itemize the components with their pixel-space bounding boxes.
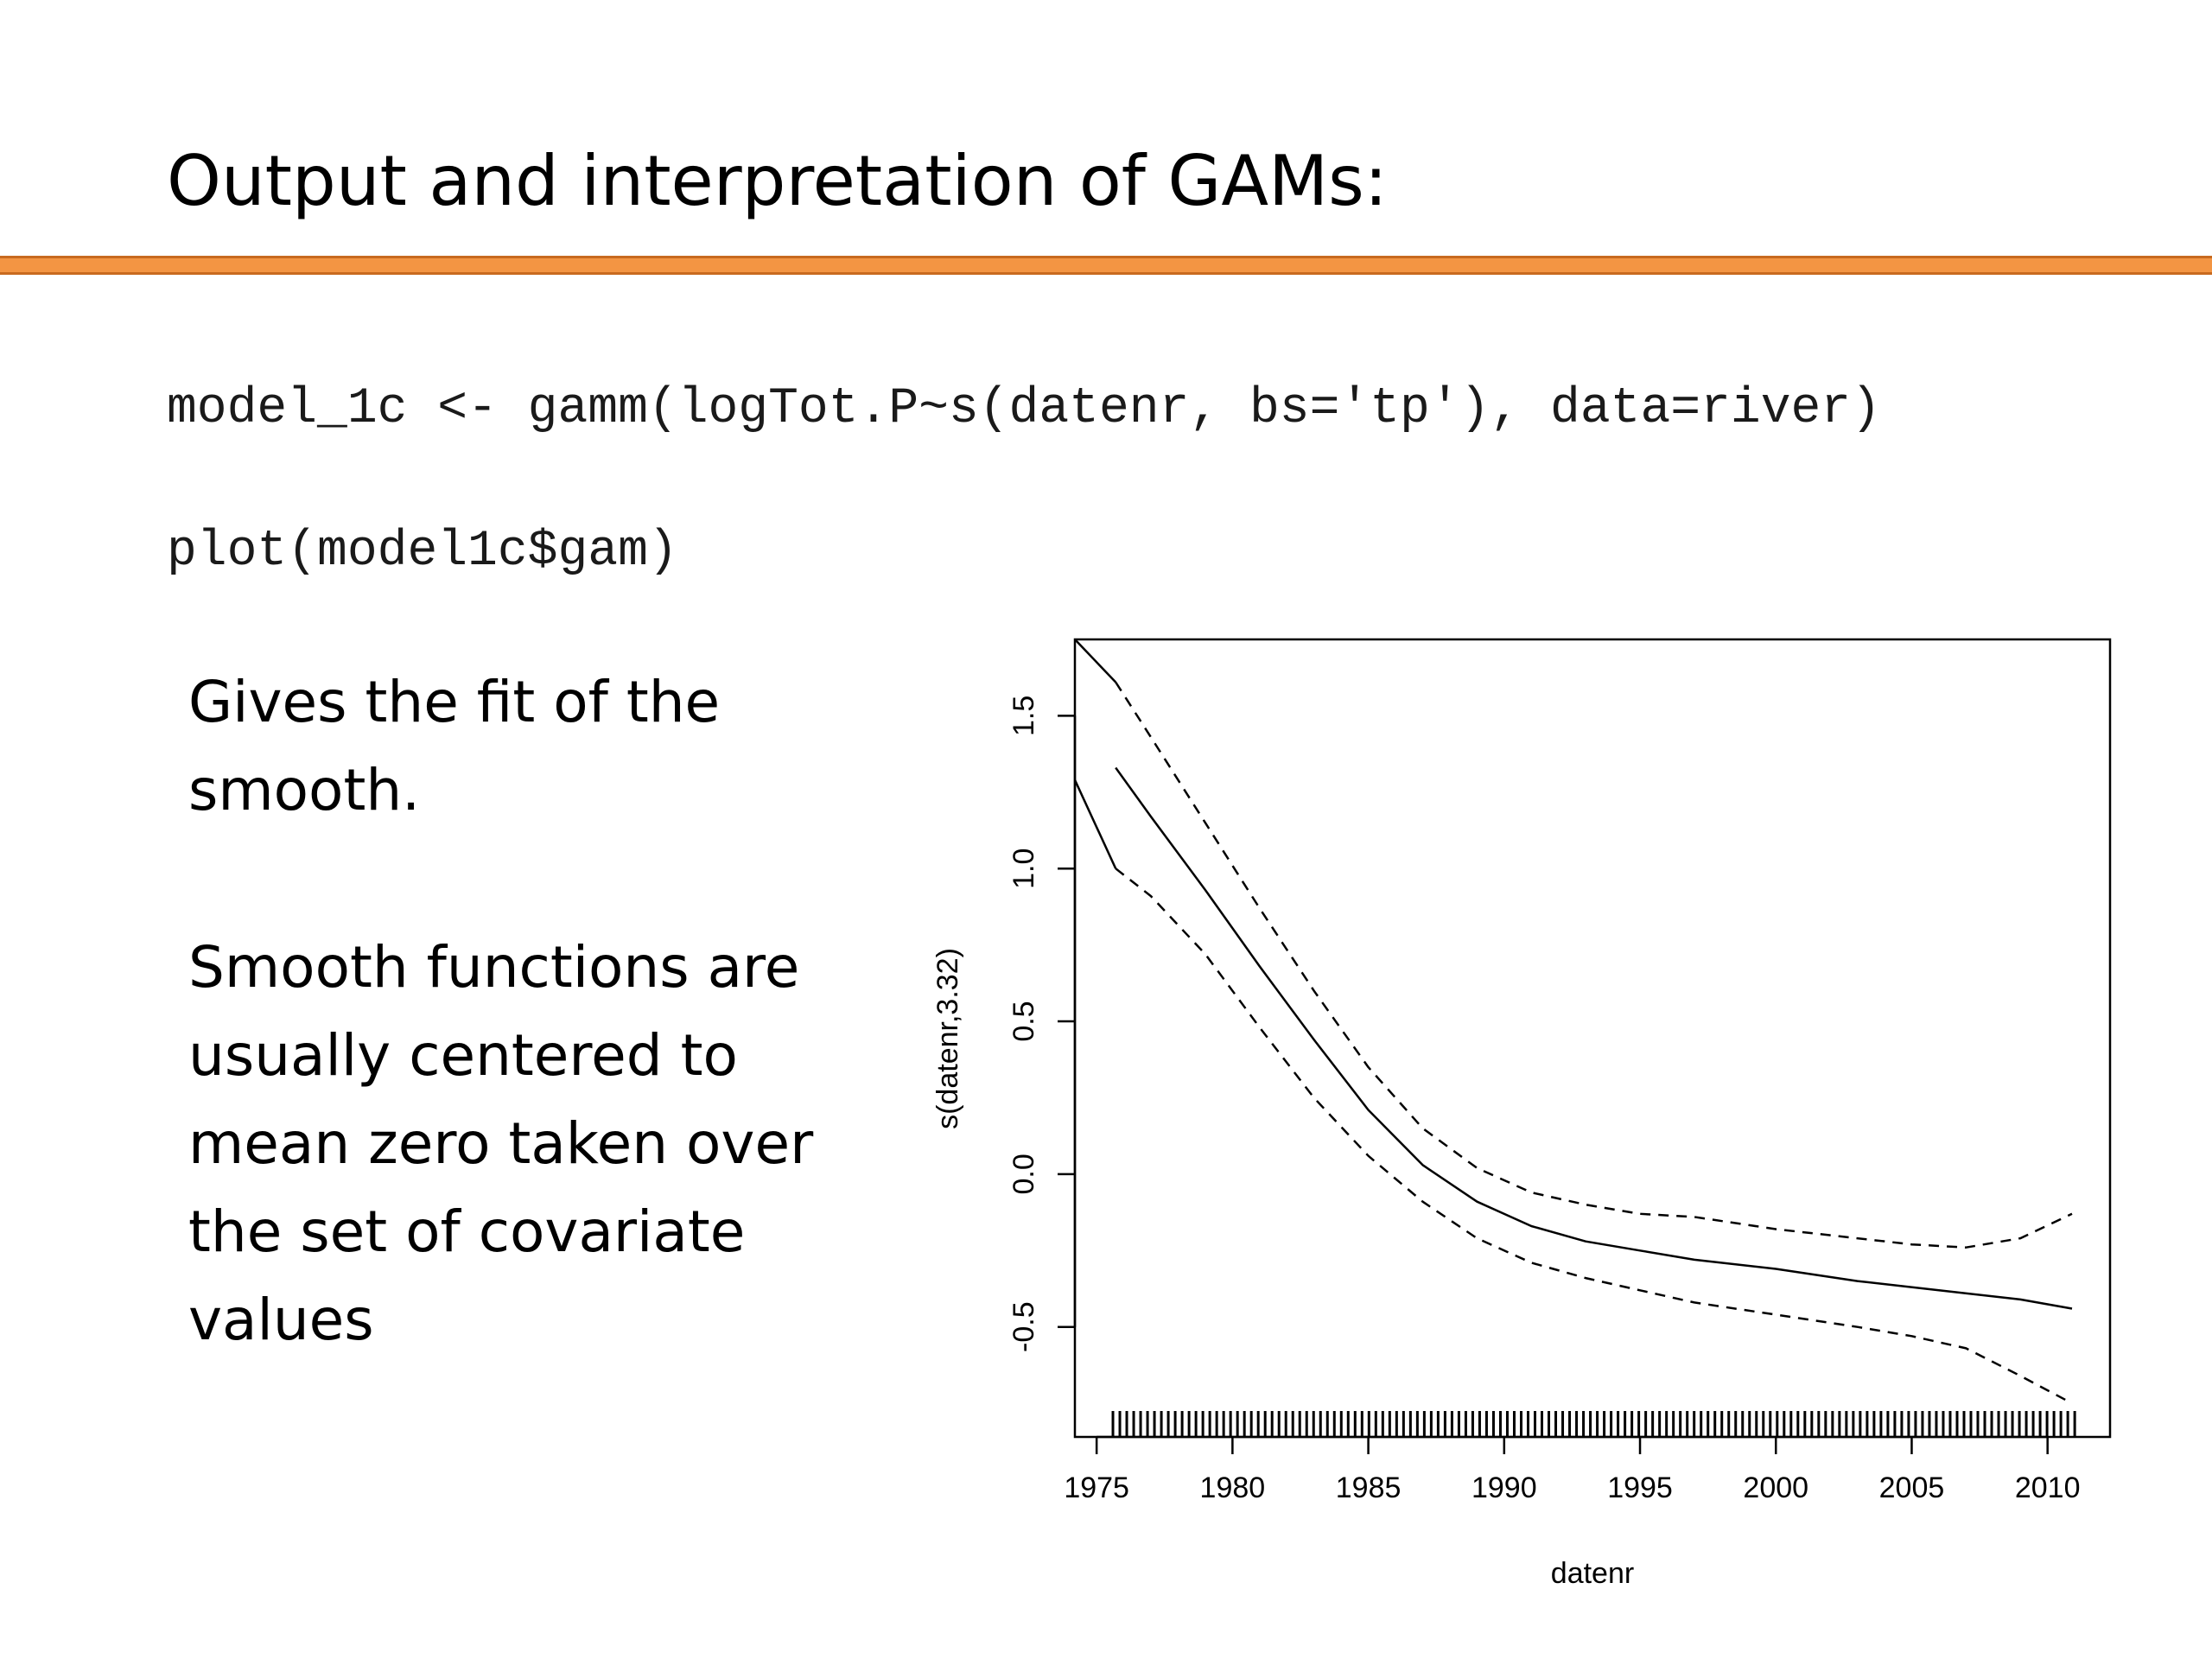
confidence-band-line [1115,868,2073,1405]
y-axis-label: s(datenr,3.32) [931,948,964,1129]
x-tick-label: 1995 [1607,1471,1673,1504]
x-tick-label: 1985 [1336,1471,1402,1504]
y-tick-label: 1.0 [1007,849,1040,889]
y-axis: -0.5 0.0 0.5 1.0 1.5 [1007,696,1077,1352]
x-tick-label: 1980 [1200,1471,1266,1504]
x-tick-label: 1990 [1471,1471,1537,1504]
x-axis-label: datenr [1551,1557,1634,1590]
edge-segment-line [1073,779,1117,869]
y-tick-label: 0.5 [1007,1001,1040,1041]
y-tick-label: 0.0 [1007,1154,1040,1194]
confidence-band-line [1115,681,2073,1249]
code-line-model: model_1c <- gamm(logTot.P~s(datenr, bs='… [167,381,1881,437]
x-tick-label: 2010 [2015,1471,2081,1504]
smooth-fit-line [1115,766,2073,1310]
plot-frame [1073,638,2112,1439]
edge-segment-line [1074,639,1117,683]
x-tick-label: 1975 [1064,1471,1129,1504]
slide-title: Output and interpretation of GAMs: [167,141,1388,221]
smooth-lines [1073,639,2073,1405]
title-divider [0,256,2212,275]
x-tick-label: 2000 [1743,1471,1808,1504]
paragraph-fit: Gives the fit of the smooth. [188,669,721,823]
y-tick-label: -0.5 [1007,1301,1040,1352]
x-axis: 1975 1980 1985 1990 1995 2000 2005 2010 [1064,1435,2081,1504]
paragraph-centering: Smooth functions are usually centered to… [188,934,814,1353]
x-tick-label: 2005 [1879,1471,1945,1504]
rug-marks [1111,1411,2076,1437]
y-tick-label: 1.5 [1007,696,1040,736]
code-line-plot: plot(model1c$gam) [167,524,678,580]
